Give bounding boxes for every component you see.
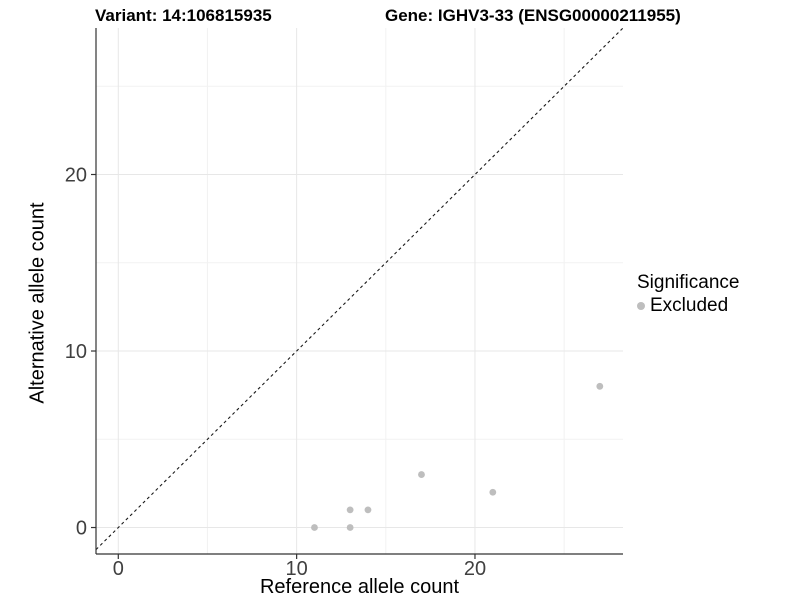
legend-title: Significance — [637, 272, 740, 293]
legend: Significance Excluded — [637, 272, 739, 317]
data-point — [418, 471, 425, 478]
data-point — [311, 524, 318, 531]
gene-title: Gene: IGHV3-33 (ENSG00000211955) — [385, 6, 681, 25]
data-point — [489, 488, 497, 496]
x-axis-title: Reference allele count — [259, 576, 459, 598]
x-tick-label: 10 — [286, 558, 308, 580]
identity-reference-line — [95, 27, 624, 550]
y-tick-label: 10 — [65, 341, 87, 363]
data-point — [596, 382, 604, 390]
y-tick-label: 0 — [76, 518, 87, 540]
data-point — [346, 524, 354, 531]
x-tick-label: 0 — [113, 558, 124, 580]
y-axis-title: Alternative allele count — [26, 202, 49, 404]
y-tick-label: 20 — [65, 165, 87, 187]
data-point — [346, 506, 354, 514]
legend-item-excluded: Excluded — [637, 295, 739, 317]
data-point — [364, 506, 372, 514]
excluded-point-icon — [637, 302, 645, 310]
variant-title: Variant: 14:106815935 — [95, 6, 272, 25]
x-tick-label: 20 — [464, 558, 486, 580]
legend-item-label: Excluded — [650, 295, 729, 316]
